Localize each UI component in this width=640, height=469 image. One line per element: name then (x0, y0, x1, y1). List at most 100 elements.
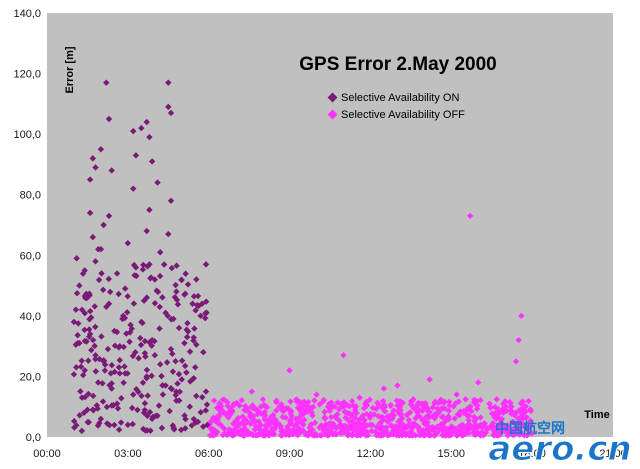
point-sa-off (406, 409, 414, 416)
point-sa-on (190, 334, 197, 341)
point-sa-off (223, 431, 231, 439)
point-sa-off (328, 413, 335, 421)
point-sa-on (85, 326, 93, 333)
point-sa-on (121, 370, 129, 377)
point-sa-on (76, 282, 83, 289)
point-sa-off (446, 429, 453, 436)
y-tick-label: 40,0 (20, 311, 41, 323)
point-sa-off (324, 426, 332, 434)
point-sa-off (248, 403, 255, 411)
point-sa-off (387, 401, 394, 409)
point-sa-on (154, 412, 161, 419)
point-sa-off (240, 419, 248, 427)
point-sa-off (219, 423, 226, 431)
point-sa-on (86, 330, 94, 338)
point-sa-off (506, 427, 514, 434)
point-sa-off (517, 428, 524, 436)
point-sa-on (181, 362, 189, 370)
point-sa-off (273, 399, 280, 406)
point-sa-on (86, 209, 94, 217)
point-sa-on (151, 276, 159, 283)
point-sa-off (426, 414, 433, 421)
point-sa-on (184, 320, 191, 327)
point-sa-off (248, 415, 256, 423)
point-sa-on (99, 286, 107, 294)
point-sa-off (210, 397, 218, 404)
point-sa-off (513, 425, 520, 432)
point-sa-on (78, 357, 85, 364)
point-sa-on (78, 394, 86, 401)
point-sa-on (70, 318, 78, 326)
point-sa-on (162, 309, 169, 317)
point-sa-on (141, 337, 149, 345)
point-sa-on (174, 380, 181, 387)
point-sa-on (130, 185, 137, 192)
point-sa-on (72, 306, 80, 313)
point-sa-on (114, 405, 122, 412)
point-sa-off (491, 403, 499, 411)
point-sa-on (156, 303, 163, 311)
point-sa-on (88, 346, 95, 354)
point-sa-off (446, 402, 453, 409)
point-sa-off (489, 410, 496, 417)
point-sa-off (524, 426, 531, 433)
point-sa-on (81, 367, 88, 374)
watermark-latin: aero.cn (488, 429, 631, 469)
point-sa-on (181, 291, 188, 298)
point-sa-off (308, 409, 315, 416)
point-sa-on (79, 371, 87, 379)
point-sa-on (176, 388, 183, 395)
point-sa-off (295, 417, 303, 425)
point-sa-on (158, 372, 165, 380)
watermark: 中国航空网 aero.cn (488, 420, 632, 469)
point-sa-on (148, 158, 156, 165)
point-sa-off (338, 422, 346, 429)
point-sa-on (169, 350, 176, 358)
point-sa-on (171, 293, 179, 301)
point-sa-on (139, 379, 147, 386)
point-sa-off (226, 411, 234, 419)
point-sa-on (95, 276, 103, 284)
point-sa-on (78, 427, 86, 435)
point-sa-off (356, 394, 363, 401)
point-sa-on (165, 230, 172, 238)
point-sa-on (139, 266, 147, 273)
point-sa-on (173, 288, 180, 295)
point-sa-off (387, 413, 394, 420)
point-sa-off (219, 431, 227, 439)
point-sa-off (321, 408, 328, 416)
x-tick-label: 06:00 (195, 448, 223, 460)
point-sa-off (340, 352, 347, 359)
point-sa-on (130, 391, 137, 398)
point-sa-off (305, 398, 312, 406)
point-sa-off (363, 402, 371, 409)
point-sa-on (116, 342, 123, 350)
point-sa-on (89, 336, 97, 344)
point-sa-on (143, 118, 150, 126)
point-sa-off (331, 403, 338, 410)
point-sa-on (198, 300, 206, 307)
x-axis-title: Time (584, 409, 609, 421)
point-sa-on (103, 79, 110, 86)
point-sa-off (219, 409, 227, 416)
point-sa-on (74, 332, 81, 339)
point-sa-off (480, 432, 487, 439)
point-sa-on (92, 164, 99, 171)
point-sa-on (168, 316, 175, 323)
point-sa-on (172, 281, 179, 289)
point-sa-on (132, 152, 140, 159)
point-sa-on (177, 426, 185, 434)
point-sa-off (332, 431, 340, 438)
x-tick-label: 00:00 (33, 448, 61, 460)
point-sa-on (147, 427, 154, 434)
point-sa-on (140, 261, 147, 269)
point-sa-on (124, 239, 132, 247)
point-sa-on (108, 402, 115, 409)
point-sa-on (105, 115, 113, 123)
point-sa-on (113, 270, 121, 277)
point-sa-on (116, 370, 123, 377)
point-sa-off (340, 427, 347, 434)
point-sa-off (336, 405, 343, 413)
point-sa-on (173, 262, 180, 269)
